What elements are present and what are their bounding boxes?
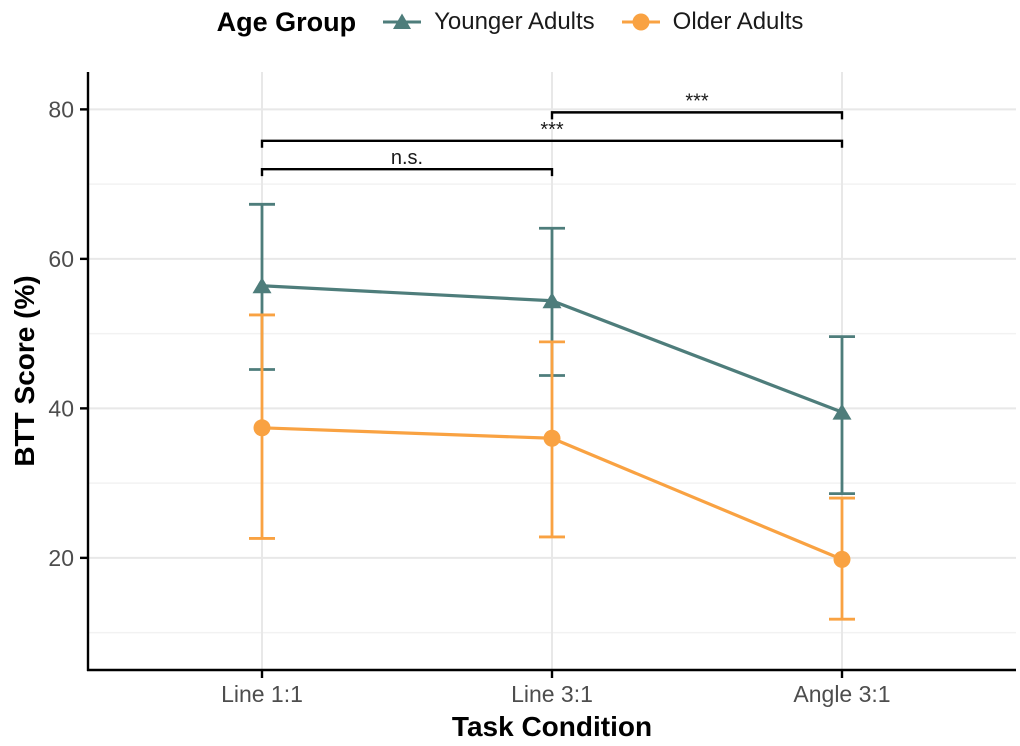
x-tick-label: Angle 3:1	[793, 681, 890, 707]
y-axis-title: BTT Score (%)	[9, 275, 40, 466]
y-tick-label: 60	[48, 246, 74, 272]
x-tick-label: Line 3:1	[511, 681, 593, 707]
legend-item-younger-adults: Younger Adults	[380, 8, 595, 36]
legend-key-younger-adults	[383, 13, 422, 29]
legend-item-older-adults: Older Adults	[619, 8, 804, 36]
significance-bracket	[260, 167, 554, 177]
triangle-marker-icon	[252, 277, 272, 294]
legend-label: Younger Adults	[434, 8, 595, 35]
circle-marker-icon	[632, 13, 650, 31]
y-tick-label: 80	[48, 96, 74, 122]
triangle-marker-icon	[542, 292, 562, 309]
significance-label: ***	[685, 90, 709, 112]
circle-marker-icon	[543, 429, 561, 447]
legend-title: Age Group	[216, 6, 357, 37]
legend-key-older-adults	[621, 13, 660, 31]
triangle-marker-icon	[832, 403, 852, 420]
legend: Age Group Younger Adults Older Adults	[0, 2, 1020, 42]
x-tick-label: Line 1:1	[221, 681, 303, 707]
x-axis-title: Task Condition	[452, 711, 652, 742]
significance-bracket	[550, 111, 844, 120]
circle-marker-icon	[253, 419, 271, 437]
significance-label: ***	[540, 119, 564, 141]
significance-bracket	[260, 139, 844, 148]
y-tick-label: 40	[48, 395, 74, 421]
legend-label: Older Adults	[672, 8, 804, 35]
significance-label: n.s.	[391, 147, 423, 169]
triangle-marker-icon	[393, 13, 412, 29]
y-tick-label: 20	[48, 545, 74, 571]
circle-marker-icon	[833, 550, 851, 568]
